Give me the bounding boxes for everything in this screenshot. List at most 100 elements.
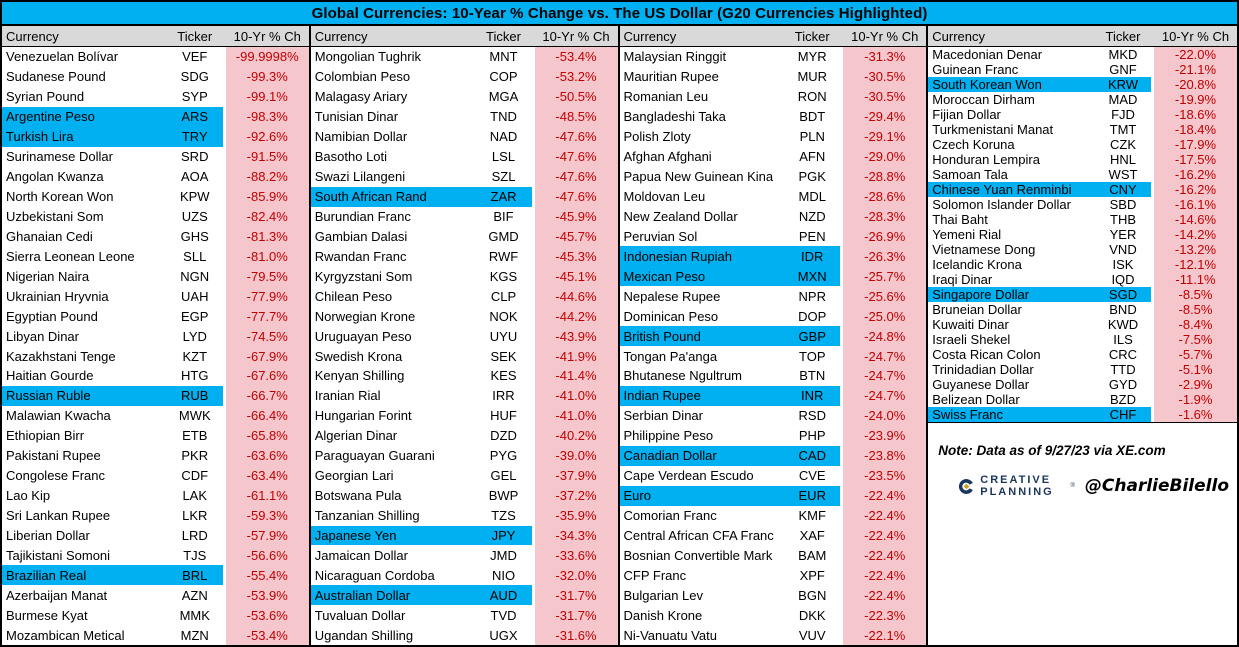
table-row[interactable]: Azerbaijan Manat AZN -53.9% <box>2 585 309 606</box>
table-row[interactable]: Syrian Pound SYP -99.1% <box>2 86 309 107</box>
table-row[interactable]: Argentine Peso ARS -98.3% <box>2 106 309 127</box>
table-row[interactable]: Serbian Dinar RSD -24.0% <box>620 405 927 426</box>
table-row[interactable]: Israeli Shekel ILS -7.5% <box>928 332 1237 347</box>
table-row[interactable]: Uzbekistani Som UZS -82.4% <box>2 206 309 227</box>
table-row[interactable]: Ni-Vanuatu Vatu VUV -22.1% <box>620 625 927 645</box>
table-row[interactable]: Tanzanian Shilling TZS -35.9% <box>311 505 618 526</box>
table-row[interactable]: Peruvian Sol PEN -26.9% <box>620 226 927 247</box>
table-row[interactable]: South Korean Won KRW -20.8% <box>928 77 1237 92</box>
table-row[interactable]: Moroccan Dirham MAD -19.9% <box>928 92 1237 107</box>
table-row[interactable]: Georgian Lari GEL -37.9% <box>311 465 618 486</box>
table-row[interactable]: Chilean Peso CLP -44.6% <box>311 286 618 307</box>
table-row[interactable]: Samoan Tala WST -16.2% <box>928 167 1237 182</box>
table-row[interactable]: Nepalese Rupee NPR -25.6% <box>620 286 927 307</box>
table-row[interactable]: Philippine Peso PHP -23.9% <box>620 425 927 446</box>
table-row[interactable]: Sri Lankan Rupee LKR -59.3% <box>2 505 309 526</box>
table-row[interactable]: Mongolian Tughrik MNT -53.4% <box>311 47 618 67</box>
table-row[interactable]: Gambian Dalasi GMD -45.7% <box>311 226 618 247</box>
table-row[interactable]: Bosnian Convertible Mark BAM -22.4% <box>620 545 927 566</box>
table-row[interactable]: Iraqi Dinar IQD -11.1% <box>928 272 1237 287</box>
table-row[interactable]: Swazi Lilangeni SZL -47.6% <box>311 166 618 187</box>
table-row[interactable]: Ethiopian Birr ETB -65.8% <box>2 425 309 446</box>
table-row[interactable]: Angolan Kwanza AOA -88.2% <box>2 166 309 187</box>
table-row[interactable]: Ugandan Shilling UGX -31.6% <box>311 625 618 645</box>
table-row[interactable]: Solomon Islander Dollar SBD -16.1% <box>928 197 1237 212</box>
table-row[interactable]: Russian Ruble RUB -66.7% <box>2 385 309 406</box>
table-row[interactable]: Pakistani Rupee PKR -63.6% <box>2 445 309 466</box>
table-row[interactable]: Euro EUR -22.4% <box>619 485 927 506</box>
table-row[interactable]: Macedonian Denar MKD -22.0% <box>928 47 1237 62</box>
table-row[interactable]: Tuvaluan Dollar TVD -31.7% <box>311 605 618 626</box>
table-row[interactable]: Uruguayan Peso UYU -43.9% <box>311 326 618 347</box>
table-row[interactable]: Norwegian Krone NOK -44.2% <box>311 306 618 327</box>
table-row[interactable]: Canadian Dollar CAD -23.8% <box>619 445 927 466</box>
table-row[interactable]: Indian Rupee INR -24.7% <box>619 385 927 406</box>
table-row[interactable]: North Korean Won KPW -85.9% <box>2 186 309 207</box>
table-row[interactable]: Fijian Dollar FJD -18.6% <box>928 107 1237 122</box>
table-row[interactable]: Honduran Lempira HNL -17.5% <box>928 152 1237 167</box>
table-row[interactable]: Romanian Leu RON -30.5% <box>620 86 927 107</box>
table-row[interactable]: Mauritian Rupee MUR -30.5% <box>620 66 927 87</box>
table-row[interactable]: Namibian Dollar NAD -47.6% <box>311 126 618 147</box>
table-row[interactable]: Afghan Afghani AFN -29.0% <box>620 146 927 167</box>
table-row[interactable]: Hungarian Forint HUF -41.0% <box>311 405 618 426</box>
table-row[interactable]: Costa Rican Colon CRC -5.7% <box>928 347 1237 362</box>
table-row[interactable]: Icelandic Krona ISK -12.1% <box>928 257 1237 272</box>
table-row[interactable]: Czech Koruna CZK -17.9% <box>928 137 1237 152</box>
table-row[interactable]: Ukrainian Hryvnia UAH -77.9% <box>2 286 309 307</box>
table-row[interactable]: Egyptian Pound EGP -77.7% <box>2 306 309 327</box>
table-row[interactable]: Papua New Guinean Kina PGK -28.8% <box>620 166 927 187</box>
table-row[interactable]: Haitian Gourde HTG -67.6% <box>2 366 309 386</box>
table-row[interactable]: Swiss Franc CHF -1.6% <box>928 407 1237 422</box>
table-row[interactable]: Belizean Dollar BZD -1.9% <box>928 392 1237 407</box>
table-row[interactable]: Nicaraguan Cordoba NIO -32.0% <box>311 565 618 586</box>
table-row[interactable]: Turkmenistani Manat TMT -18.4% <box>928 122 1237 137</box>
table-row[interactable]: Polish Zloty PLN -29.1% <box>620 126 927 147</box>
table-row[interactable]: Bulgarian Lev BGN -22.4% <box>620 585 927 606</box>
table-row[interactable]: Yemeni Rial YER -14.2% <box>928 227 1237 242</box>
table-row[interactable]: Ghanaian Cedi GHS -81.3% <box>2 226 309 247</box>
table-row[interactable]: South African Rand ZAR -47.6% <box>310 186 618 207</box>
table-row[interactable]: Bhutanese Ngultrum BTN -24.7% <box>620 366 927 386</box>
table-row[interactable]: Turkish Lira TRY -92.6% <box>2 126 309 147</box>
table-row[interactable]: Japanese Yen JPY -34.3% <box>310 525 618 546</box>
table-row[interactable]: Kuwaiti Dinar KWD -8.4% <box>928 317 1237 332</box>
table-row[interactable]: Venezuelan Bolívar VEF -99.9998% <box>2 47 309 67</box>
table-row[interactable]: Cape Verdean Escudo CVE -23.5% <box>620 465 927 486</box>
table-row[interactable]: Malawian Kwacha MWK -66.4% <box>2 405 309 426</box>
table-row[interactable]: Tongan Pa'anga TOP -24.7% <box>620 346 927 366</box>
table-row[interactable]: Tajikistani Somoni TJS -56.6% <box>2 545 309 566</box>
table-row[interactable]: Chinese Yuan Renminbi CNY -16.2% <box>928 182 1237 197</box>
table-row[interactable]: Botswana Pula BWP -37.2% <box>311 485 618 506</box>
table-row[interactable]: Colombian Peso COP -53.2% <box>311 66 618 87</box>
table-row[interactable]: Malaysian Ringgit MYR -31.3% <box>620 47 927 67</box>
table-row[interactable]: Kenyan Shilling KES -41.4% <box>311 366 618 386</box>
table-row[interactable]: Bangladeshi Taka BDT -29.4% <box>620 106 927 127</box>
table-row[interactable]: Swedish Krona SEK -41.9% <box>311 346 618 366</box>
table-row[interactable]: Comorian Franc KMF -22.4% <box>620 505 927 526</box>
table-row[interactable]: Sudanese Pound SDG -99.3% <box>2 66 309 87</box>
table-row[interactable]: Libyan Dinar LYD -74.5% <box>2 326 309 347</box>
table-row[interactable]: Mexican Peso MXN -25.7% <box>619 266 927 287</box>
table-row[interactable]: CFP Franc XPF -22.4% <box>620 565 927 586</box>
table-row[interactable]: Jamaican Dollar JMD -33.6% <box>311 545 618 566</box>
table-row[interactable]: Sierra Leonean Leone SLL -81.0% <box>2 246 309 267</box>
table-row[interactable]: Malagasy Ariary MGA -50.5% <box>311 86 618 107</box>
table-row[interactable]: Burundian Franc BIF -45.9% <box>311 206 618 227</box>
table-row[interactable]: Moldovan Leu MDL -28.6% <box>620 186 927 207</box>
table-row[interactable]: Algerian Dinar DZD -40.2% <box>311 425 618 446</box>
table-row[interactable]: Iranian Rial IRR -41.0% <box>311 385 618 406</box>
table-row[interactable]: Dominican Peso DOP -25.0% <box>620 306 927 327</box>
twitter-handle[interactable]: @CharlieBilello <box>1084 476 1229 496</box>
table-row[interactable]: Australian Dollar AUD -31.7% <box>310 585 618 606</box>
table-row[interactable]: Kazakhstani Tenge KZT -67.9% <box>2 346 309 366</box>
table-row[interactable]: Paraguayan Guarani PYG -39.0% <box>311 445 618 466</box>
table-row[interactable]: Burmese Kyat MMK -53.6% <box>2 605 309 626</box>
table-row[interactable]: Bruneian Dollar BND -8.5% <box>928 302 1237 317</box>
table-row[interactable]: Lao Kip LAK -61.1% <box>2 485 309 506</box>
table-row[interactable]: New Zealand Dollar NZD -28.3% <box>620 206 927 227</box>
table-row[interactable]: Mozambican Metical MZN -53.4% <box>2 625 309 645</box>
table-row[interactable]: Tunisian Dinar TND -48.5% <box>311 106 618 127</box>
table-row[interactable]: Singapore Dollar SGD -8.5% <box>928 287 1237 302</box>
table-row[interactable]: Liberian Dollar LRD -57.9% <box>2 525 309 546</box>
